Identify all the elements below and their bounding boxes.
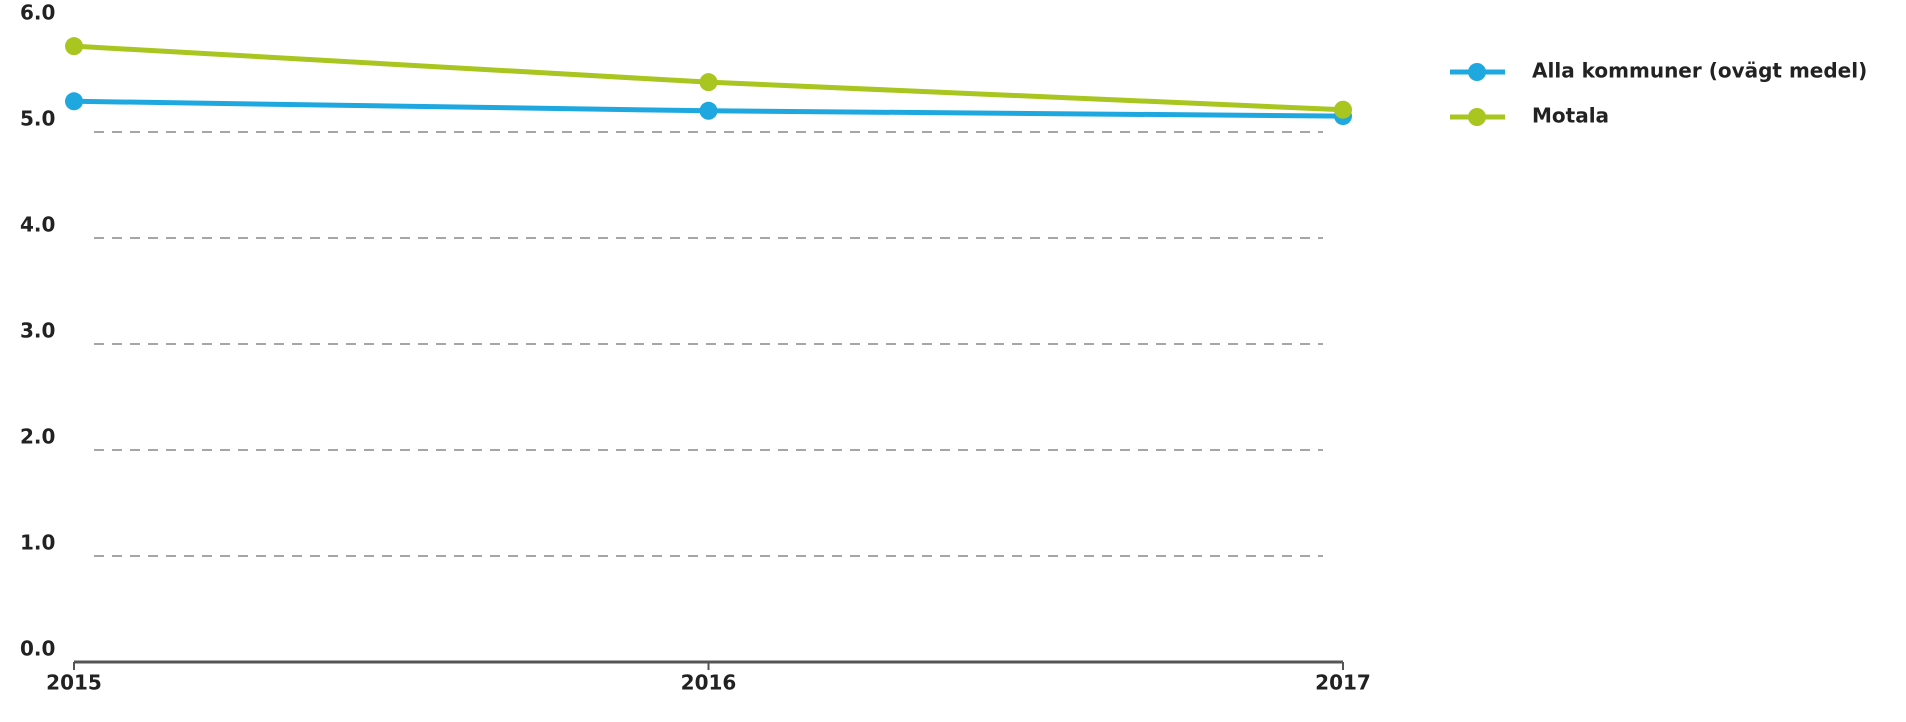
data-point bbox=[1334, 100, 1352, 119]
x-tick-label: 2017 bbox=[1315, 671, 1371, 695]
x-tick-label: 2016 bbox=[681, 671, 737, 695]
y-tick-label: 2.0 bbox=[20, 425, 55, 449]
y-tick-label: 4.0 bbox=[20, 213, 55, 237]
y-tick-label: 5.0 bbox=[20, 107, 55, 131]
data-point bbox=[65, 92, 83, 111]
data-point bbox=[699, 101, 718, 120]
legend-marker bbox=[1468, 108, 1486, 126]
data-point bbox=[699, 73, 718, 92]
x-tick-label: 2015 bbox=[46, 671, 102, 695]
y-tick-label: 3.0 bbox=[20, 319, 55, 343]
legend-label: Motala bbox=[1532, 104, 1609, 128]
legend-marker bbox=[1468, 63, 1486, 81]
legend-label: Alla kommuner (ovägt medel) bbox=[1532, 59, 1867, 83]
y-tick-label: 0.0 bbox=[20, 637, 55, 661]
y-tick-label: 1.0 bbox=[20, 531, 55, 555]
data-point bbox=[65, 37, 83, 56]
y-tick-label: 6.0 bbox=[20, 1, 55, 25]
